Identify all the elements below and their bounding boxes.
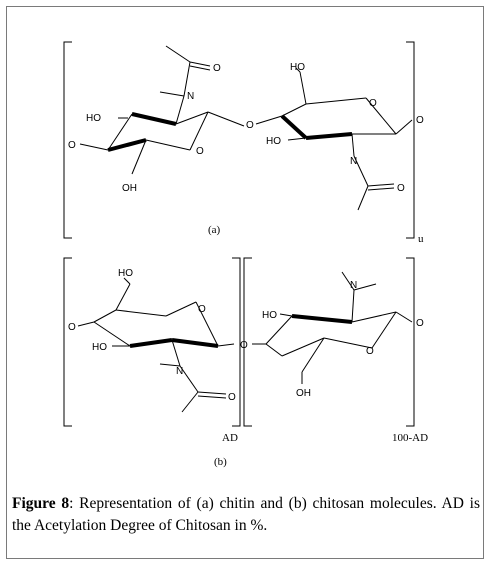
panel-label-a: (a) — [208, 224, 221, 236]
repeat-subscript-u: u — [418, 233, 424, 245]
atom-n-a2: N — [350, 156, 357, 167]
atom-o-glycosidic-a: O — [246, 120, 254, 131]
bracket-left-b1 — [63, 257, 72, 427]
atom-o-b-left: O — [68, 322, 76, 333]
atom-n-b1: N — [176, 366, 183, 377]
atom-ho-b1: HO — [118, 268, 133, 279]
atom-n-a1: N — [187, 91, 194, 102]
figure-caption: Figure 8: Representation of (a) chitin a… — [12, 493, 480, 537]
figure-caption-text: : Representation of (a) chitin and (b) c… — [12, 495, 480, 534]
atom-ho-b3: HO — [262, 310, 277, 321]
chitin-chitosan-structure-diagram: HO O OH N O O HO O HO N O O O (a) u HO O… — [63, 41, 428, 468]
atom-o-b-right: O — [416, 318, 424, 329]
figure-label: Figure 8 — [12, 495, 70, 512]
atom-o-ring-a1: O — [196, 146, 204, 157]
figure-frame — [6, 6, 484, 559]
atom-o-carbonyl-a2: O — [397, 183, 405, 194]
atom-o-ring-b2: O — [366, 346, 374, 357]
bracket-left-b2 — [243, 257, 252, 427]
atom-ho-b2: HO — [92, 342, 107, 353]
atom-ho-a3: HO — [266, 136, 281, 147]
atom-o-ring-a2: O — [369, 98, 377, 109]
bracket-right-a — [406, 41, 415, 239]
bracket-left-a — [63, 41, 72, 239]
atom-n-b2: N — [350, 280, 357, 291]
subscript-100-ad: 100-AD — [392, 432, 428, 444]
atom-o-carbonyl-a1: O — [213, 63, 221, 74]
atom-oh-a: OH — [122, 183, 137, 194]
panel-label-b: (b) — [214, 456, 227, 468]
atom-ho-a2: HO — [290, 62, 305, 73]
atom-o-ring-b1: O — [198, 304, 206, 315]
atom-o-glycosidic-b: O — [240, 340, 248, 351]
bracket-right-b1 — [232, 257, 241, 427]
subscript-ad: AD — [222, 432, 238, 444]
bracket-right-b2 — [406, 257, 415, 427]
atom-o-carbonyl-b: O — [228, 392, 236, 403]
atom-o-a-right: O — [416, 115, 424, 126]
atom-oh-b: OH — [296, 388, 311, 399]
atom-o-a-left: O — [68, 140, 76, 151]
atom-ho-a1: HO — [86, 113, 101, 124]
